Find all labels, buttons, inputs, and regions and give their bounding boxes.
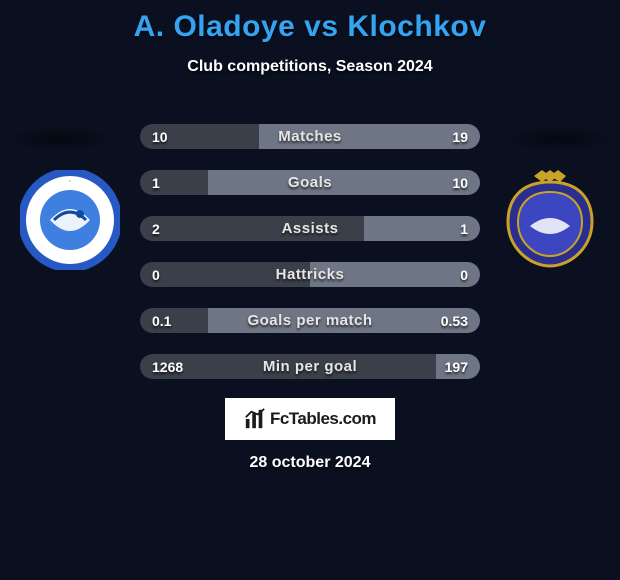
stat-bar-track: [140, 354, 480, 379]
stat-bar-track: [140, 262, 480, 287]
club-badge-right: [500, 170, 600, 270]
branding-badge: FcTables.com: [225, 398, 395, 440]
stat-bar-right: [436, 354, 480, 379]
stat-bar-right: [310, 262, 480, 287]
badge-shadow-left: [6, 126, 116, 152]
stat-bar-track: [140, 170, 480, 195]
stat-bar-left: [140, 262, 310, 287]
badge-shadow-right: [504, 126, 614, 152]
stat-bar-left: [140, 216, 364, 241]
stat-row: Assists21: [140, 216, 480, 241]
stat-bar-left: [140, 354, 436, 379]
stat-bar-left: [140, 124, 259, 149]
stat-bar-track: [140, 124, 480, 149]
page-title: A. Oladoye vs Klochkov: [134, 10, 487, 44]
stat-row: Goals per match0.10.53: [140, 308, 480, 333]
date-text: 28 october 2024: [0, 454, 620, 472]
stat-bar-track: [140, 308, 480, 333]
stat-row: Min per goal1268197: [140, 354, 480, 379]
stat-bar-right: [259, 124, 480, 149]
stat-row: Goals110: [140, 170, 480, 195]
club-crest-left-icon: ·: [20, 170, 120, 270]
branding-text: FcTables.com: [270, 409, 376, 429]
comparison-card: A. Oladoye vs Klochkov Club competitions…: [0, 0, 620, 580]
bar-chart-icon: [244, 408, 266, 430]
stat-bar-track: [140, 216, 480, 241]
stat-bar-right: [208, 170, 480, 195]
club-crest-right-icon: [500, 170, 600, 270]
stat-row: Hattricks00: [140, 262, 480, 287]
stat-bar-left: [140, 170, 208, 195]
svg-text:·: ·: [69, 179, 71, 185]
subtitle: Club competitions, Season 2024: [187, 58, 432, 76]
stat-bar-right: [208, 308, 480, 333]
stat-rows: Matches1019 Goals110 Assists21 Hattricks00 G…: [140, 124, 480, 379]
club-badge-left: ·: [20, 170, 120, 270]
stat-bar-left: [140, 308, 208, 333]
stat-row: Matches1019: [140, 124, 480, 149]
stat-bar-right: [364, 216, 480, 241]
